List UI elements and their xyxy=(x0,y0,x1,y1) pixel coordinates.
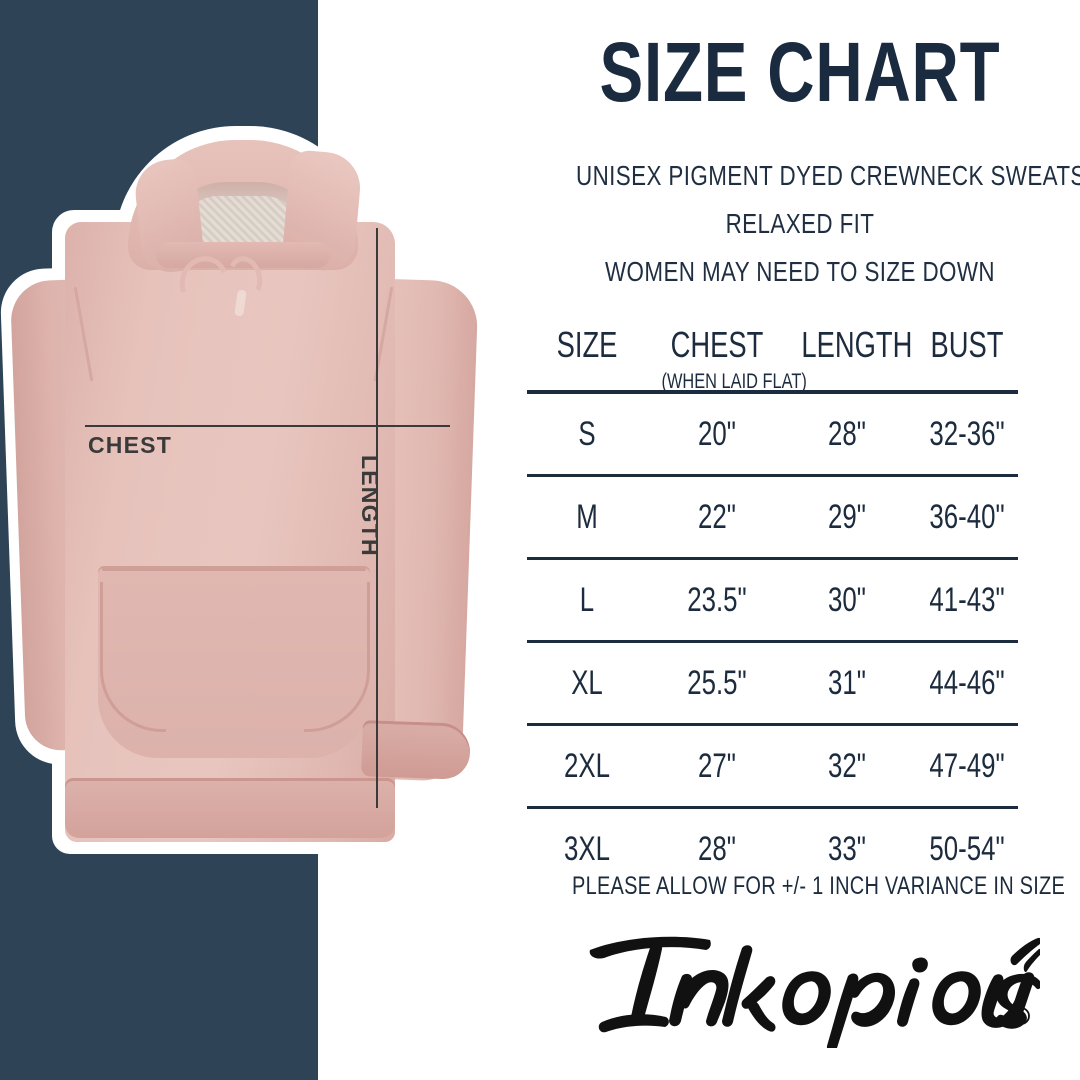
cell-chest: 25.5" xyxy=(687,663,747,702)
pocket-top-seam xyxy=(102,568,366,571)
subtitle-sizing-advice: WOMEN MAY NEED TO SIZE DOWN xyxy=(605,256,995,287)
chest-measurement-label: CHEST xyxy=(88,432,172,458)
table-row: XL 25.5" 31" 44-46" xyxy=(527,643,1027,723)
product-image-panel: CHEST LENGTH xyxy=(0,0,520,1080)
cell-chest: 27" xyxy=(698,746,736,785)
length-measurement-label: LENGTH xyxy=(357,455,383,557)
cell-length: 31" xyxy=(828,663,866,702)
cell-chest: 28" xyxy=(698,829,736,868)
variance-note: PLEASE ALLOW FOR +/- 1 INCH VARIANCE IN … xyxy=(572,872,1066,900)
brand-logo: R xyxy=(560,918,1042,1052)
cell-size: M xyxy=(576,497,598,536)
inkopious-logo-mark: R xyxy=(589,936,1042,1052)
cell-length: 28" xyxy=(828,414,866,453)
svg-text:R: R xyxy=(1018,1012,1025,1023)
cell-chest: 22" xyxy=(698,497,736,536)
table-row: 3XL 28" 33" 50-54" xyxy=(527,809,1027,889)
header-size: SIZE xyxy=(556,324,618,365)
table-row-rule xyxy=(527,474,1018,477)
chest-measurement-line xyxy=(85,425,450,427)
chart-panel: SIZE CHART UNISEX PIGMENT DYED CREWNECK … xyxy=(520,0,1080,1080)
cell-size: 2XL xyxy=(564,746,610,785)
page-title: SIZE CHART xyxy=(599,25,1001,119)
header-chest: CHEST xyxy=(670,324,764,365)
table-row-rule xyxy=(527,723,1018,726)
header-bust: BUST xyxy=(930,324,1004,365)
cell-length: 30" xyxy=(828,580,866,619)
cell-bust: 44-46" xyxy=(929,663,1005,702)
registered-trademark-icon: R xyxy=(1012,1007,1030,1025)
header-length: LENGTH xyxy=(801,324,913,365)
cell-bust: 36-40" xyxy=(929,497,1005,536)
collar-band xyxy=(156,242,330,268)
sweatshirt-photo xyxy=(0,126,510,890)
cell-length: 29" xyxy=(828,497,866,536)
table-row: L 23.5" 30" 41-43" xyxy=(527,560,1027,640)
table-row-rule xyxy=(527,557,1018,560)
table-header-rule xyxy=(527,390,1018,394)
size-table: SIZE CHEST LENGTH BUST (WHEN LAID FLAT) … xyxy=(527,318,1027,889)
table-row: 2XL 27" 32" 47-49" xyxy=(527,726,1027,806)
cell-length: 32" xyxy=(828,746,866,785)
subtitle-fit: RELAXED FIT xyxy=(725,208,875,239)
cell-bust: 50-54" xyxy=(929,829,1005,868)
table-row: S 20" 28" 32-36" xyxy=(527,394,1027,474)
length-measurement-line xyxy=(376,228,378,808)
table-header-row: SIZE CHEST LENGTH BUST (WHEN LAID FLAT) xyxy=(527,318,1027,393)
cell-bust: 41-43" xyxy=(929,580,1005,619)
table-row-rule xyxy=(527,640,1018,643)
cell-chest: 23.5" xyxy=(687,580,747,619)
cell-size: XL xyxy=(571,663,603,702)
cell-size: 3XL xyxy=(564,829,610,868)
table-row-rule xyxy=(527,806,1018,809)
cell-size: L xyxy=(579,580,595,619)
table-row: M 22" 29" 36-40" xyxy=(527,477,1027,557)
cell-chest: 20" xyxy=(698,414,736,453)
bottom-hem xyxy=(65,778,395,838)
cell-bust: 32-36" xyxy=(929,414,1005,453)
cell-size: S xyxy=(578,414,596,453)
subtitle-product: UNISEX PIGMENT DYED CREWNECK SWEATSHIRT xyxy=(576,160,1080,191)
cell-length: 33" xyxy=(828,829,866,868)
header-chest-note: (WHEN LAID FLAT) xyxy=(661,370,807,393)
cell-bust: 47-49" xyxy=(929,746,1005,785)
